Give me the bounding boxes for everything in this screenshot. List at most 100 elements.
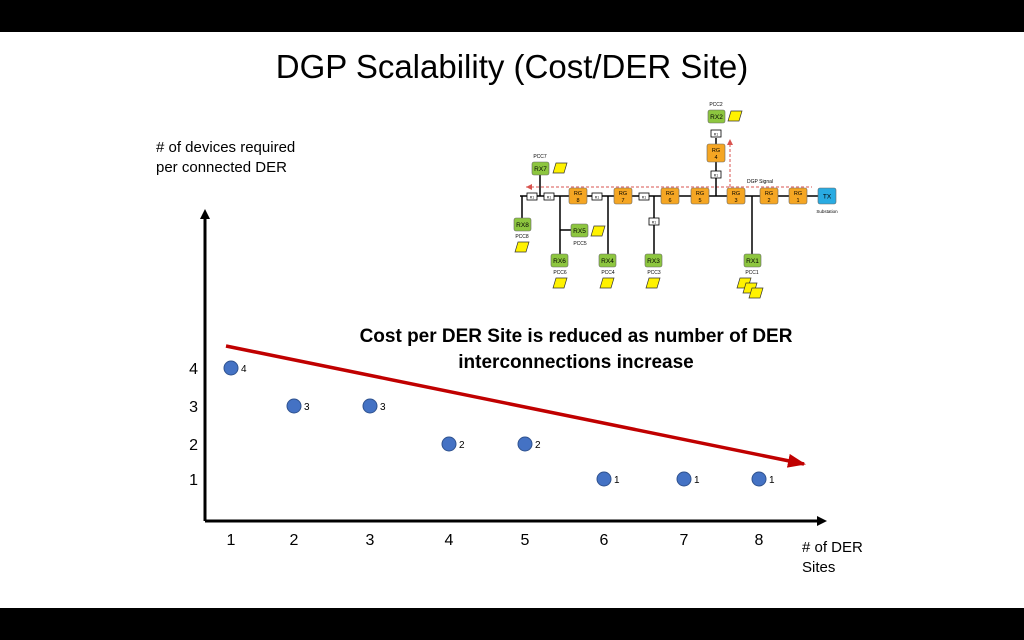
- y-tick-label: 3: [189, 399, 198, 416]
- pcc-label: PCC7: [533, 154, 547, 160]
- relay-label: R1: [547, 196, 552, 200]
- rg-node-label: 2: [767, 198, 770, 204]
- relay-label: R1: [714, 174, 719, 178]
- rg-node: [759, 187, 779, 205]
- trend-arrow: [225, 344, 806, 468]
- rg-node-label: 7: [621, 198, 624, 204]
- slide: DGP Scalability (Cost/DER Site) # of dev…: [0, 32, 1024, 608]
- rx-node: [531, 161, 550, 176]
- rg-node-label: 6: [668, 198, 671, 204]
- relay-box: [638, 192, 650, 201]
- x-tick-label: 8: [755, 532, 764, 549]
- data-label: 2: [535, 440, 541, 451]
- rg-node: [568, 187, 588, 205]
- rx-node: [570, 223, 589, 238]
- rg-node-label: RG: [712, 148, 720, 154]
- der-panel-icon: [552, 162, 568, 174]
- tx-node: [817, 187, 837, 205]
- rg-node-label: 4: [714, 155, 717, 161]
- pcc-label: PCC3: [647, 270, 661, 276]
- data-point: [286, 398, 302, 414]
- rg-node-label: RG: [666, 191, 674, 197]
- y-tick-label: 4: [189, 361, 198, 378]
- relay-label: R1: [642, 196, 647, 200]
- rg-node-label: 3: [734, 198, 737, 204]
- rx-node-label: RX3: [647, 258, 660, 265]
- rx-node-label: RX4: [601, 258, 614, 265]
- data-label: 1: [769, 475, 775, 486]
- relay-label: R1: [714, 133, 719, 137]
- data-point: [676, 471, 692, 487]
- data-label: 4: [241, 364, 247, 375]
- rx-node-label: RX2: [710, 114, 723, 121]
- data-point: [223, 360, 239, 376]
- der-panel-icon: [590, 225, 606, 237]
- rx-node-label: RX8: [516, 222, 529, 229]
- rx-node-label: RX6: [553, 258, 566, 265]
- rg-node-label: RG: [732, 191, 740, 197]
- der-panel-icon: [514, 241, 530, 253]
- relay-label: R1: [530, 196, 535, 200]
- rx-node: [707, 109, 726, 124]
- der-panel-icon: [645, 277, 661, 289]
- rg-node: [706, 143, 726, 163]
- pcc-label: PCC2: [709, 102, 723, 108]
- data-label: 3: [304, 402, 310, 413]
- x-tick-label: 1: [227, 532, 236, 549]
- rx-node: [743, 253, 762, 268]
- x-axis-label: # of DER Sites: [802, 539, 863, 576]
- rx-node: [550, 253, 569, 268]
- relay-box: [591, 192, 603, 201]
- pcc-label: PCC6: [553, 270, 567, 276]
- rx-node: [513, 217, 532, 232]
- rg-node-label: RG: [619, 191, 627, 197]
- rx-node-label: RX1: [746, 258, 759, 265]
- rg-node-label: RG: [574, 191, 582, 197]
- rg-node: [726, 187, 746, 205]
- rx-node: [644, 253, 663, 268]
- data-label: 1: [694, 475, 700, 486]
- signal-arrowhead: [526, 184, 532, 190]
- relay-box: [543, 192, 555, 201]
- pcc-label: PCC5: [573, 241, 587, 247]
- data-label: 1: [614, 475, 620, 486]
- x-tick-label: 2: [290, 532, 299, 549]
- page-title: DGP Scalability (Cost/DER Site): [275, 48, 749, 85]
- rx-node-label: RX5: [573, 228, 586, 235]
- rg-node: [660, 187, 680, 205]
- der-panel-icon: [727, 110, 743, 122]
- rg-node: [788, 187, 808, 205]
- rg-node-label: 1: [796, 198, 799, 204]
- rg-node-label: RG: [696, 191, 704, 197]
- data-point: [362, 398, 378, 414]
- relay-box: [710, 170, 722, 179]
- rg-node-label: 8: [576, 198, 579, 204]
- tx-node-label: TX: [823, 194, 832, 201]
- dgp-signal-label: DGP Signal: [747, 179, 773, 185]
- data-label: 3: [380, 402, 386, 413]
- relay-box: [648, 217, 660, 226]
- pcc-label: PCC8: [515, 234, 529, 240]
- x-tick-label: 3: [366, 532, 375, 549]
- substation-label: Substation: [816, 209, 838, 214]
- pcc-label: PCC4: [601, 270, 615, 276]
- x-tick-label: 4: [445, 532, 454, 549]
- rg-node: [613, 187, 633, 205]
- signal-arrowhead: [727, 139, 733, 145]
- x-tick-label: 7: [680, 532, 689, 549]
- y-tick-label: 2: [189, 437, 198, 454]
- rg-node: [690, 187, 710, 205]
- y-axis-label: # of devices required per connected DER: [156, 139, 296, 176]
- x-tick-label: 6: [600, 532, 609, 549]
- rg-node-label: RG: [794, 191, 802, 197]
- relay-label: R1: [652, 221, 657, 225]
- data-label: 2: [459, 440, 465, 451]
- data-point: [751, 471, 767, 487]
- pcc-label: PCC1: [745, 270, 759, 276]
- relay-box: [526, 192, 538, 201]
- rg-node-label: 5: [698, 198, 701, 204]
- data-point: [517, 436, 533, 452]
- der-panel-icon: [552, 277, 568, 289]
